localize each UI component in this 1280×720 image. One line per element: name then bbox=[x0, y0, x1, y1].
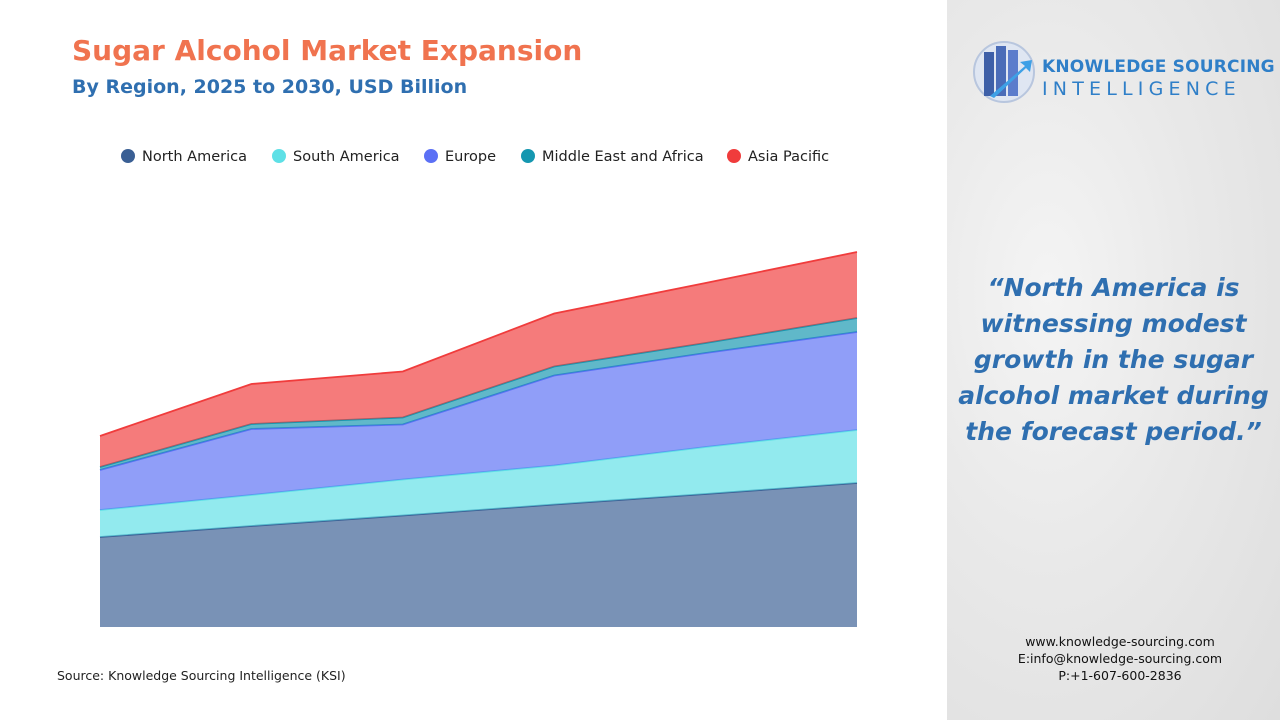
legend-marker bbox=[727, 149, 741, 163]
email: E:info@knowledge-sourcing.com bbox=[1017, 651, 1223, 666]
area bbox=[100, 252, 857, 467]
sidebar-background bbox=[947, 0, 1280, 720]
phone: P:+1-607-600-2836 bbox=[1058, 668, 1182, 683]
area bbox=[100, 318, 857, 470]
area bbox=[100, 483, 857, 627]
legend-label: Europe bbox=[445, 149, 496, 165]
legend-label: South America bbox=[293, 149, 400, 165]
areas bbox=[99, 251, 858, 627]
legend-marker bbox=[424, 149, 438, 163]
logo-text: INTELLIGENCE bbox=[1042, 78, 1241, 100]
area bbox=[100, 430, 857, 537]
legend-label: Asia Pacific bbox=[748, 149, 829, 165]
website: www.knowledge-sourcing.com bbox=[1025, 634, 1215, 649]
legend-marker bbox=[121, 149, 135, 163]
logo-icon bbox=[973, 41, 1035, 103]
legend-marker bbox=[521, 149, 535, 163]
legend-marker bbox=[272, 149, 286, 163]
chart-title: Sugar Alcohol Market Expansion bbox=[72, 34, 583, 67]
area bbox=[100, 332, 857, 510]
chart-subtitle: By Region, 2025 to 2030, USD Billion bbox=[72, 76, 468, 98]
area-line bbox=[99, 251, 858, 437]
logo-text: KNOWLEDGE SOURCING bbox=[1042, 57, 1275, 77]
quote: “North America is witnessing modest grow… bbox=[958, 273, 1269, 446]
source-note: Source: Knowledge Sourcing Intelligence … bbox=[57, 668, 346, 683]
legend-label: Middle East and Africa bbox=[542, 149, 704, 165]
legend-label: North America bbox=[142, 149, 247, 165]
